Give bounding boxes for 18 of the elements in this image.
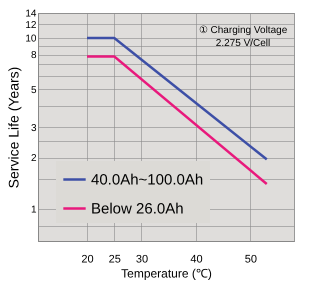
y-axis-title: Service Life (Years)	[5, 66, 22, 188]
y-tick-label: 14	[25, 8, 37, 20]
x-tick-label: 30	[136, 254, 148, 266]
y-tick-label: 2	[30, 153, 37, 164]
x-tick-label: 50	[244, 254, 258, 266]
legend-label: 40.0Ah~100.0Ah	[91, 172, 204, 188]
x-tick-label: 20	[81, 254, 94, 266]
y-tick-label: 5	[30, 84, 37, 96]
x-tick-label: 25	[108, 254, 121, 266]
x-axis-title: Temperature (℃)	[121, 266, 212, 280]
x-tick-label: 40	[190, 254, 203, 266]
y-tick-label: 12	[25, 20, 37, 31]
annotation: ① Charging Voltage 2.275 V/Cell	[198, 25, 288, 49]
y-tick-label: 3	[30, 122, 37, 134]
y-tick-label: 10	[25, 33, 37, 44]
y-tick-label: 8	[30, 50, 37, 62]
legend-label: Below 26.0Ah	[91, 200, 184, 218]
y-tick-label: 1	[30, 204, 37, 216]
